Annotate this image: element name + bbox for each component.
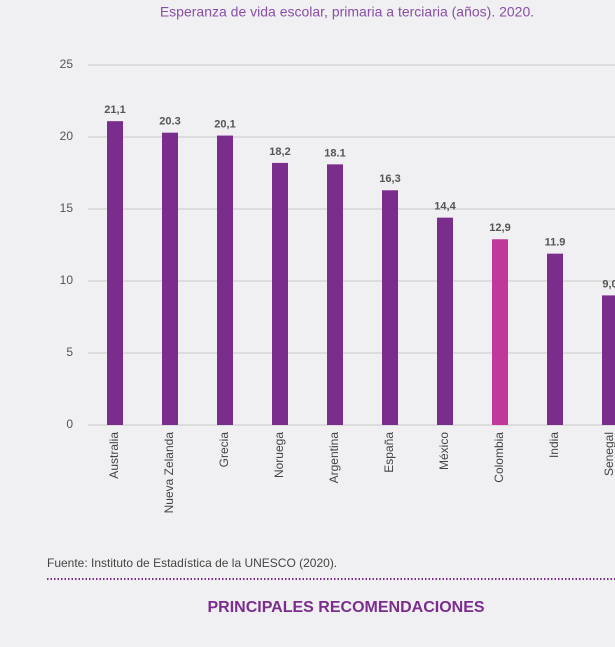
x-tick-label: España <box>382 432 396 473</box>
data-label: 20.3 <box>159 116 180 128</box>
y-tick-label: 20 <box>60 129 74 143</box>
chart-title: Esperanza de vida escolar, primaria a te… <box>160 4 534 20</box>
section-heading: PRINCIPALES RECOMENDACIONES <box>207 599 484 616</box>
bar <box>492 239 508 425</box>
data-label: 14,4 <box>434 201 456 213</box>
x-tick-label: Noruega <box>272 432 286 478</box>
data-label: 12,9 <box>489 222 510 234</box>
y-tick-label: 0 <box>66 417 73 431</box>
x-tick-label: Senegal <box>602 432 615 476</box>
bar <box>107 121 123 425</box>
bar <box>217 135 233 425</box>
data-label: 9,0 <box>602 278 615 290</box>
x-tick-label: Nueva Zelanda <box>162 432 176 514</box>
x-tick-label: Colombia <box>492 432 506 483</box>
data-label: 16,3 <box>379 173 400 185</box>
data-label: 18.1 <box>324 147 345 159</box>
bar <box>162 132 178 425</box>
bar <box>602 295 615 425</box>
y-tick-label: 10 <box>60 273 74 287</box>
bar <box>437 217 453 425</box>
bar <box>382 190 398 425</box>
data-label: 21,1 <box>104 104 125 116</box>
x-tick-label: India <box>547 432 561 458</box>
data-label: 20,1 <box>214 118 235 130</box>
y-tick-label: 5 <box>66 345 73 359</box>
data-label: 11.9 <box>545 237 566 249</box>
x-tick-label: Argentina <box>327 432 341 484</box>
bar <box>327 164 343 426</box>
x-tick-label: México <box>437 432 451 470</box>
x-tick-label: Grecia <box>217 432 231 468</box>
bar <box>547 253 563 425</box>
bar <box>272 162 288 426</box>
x-tick-label: Australia <box>107 432 121 479</box>
data-label: 18,2 <box>269 146 290 158</box>
source-note: Fuente: Instituto de Estadística de la U… <box>47 556 337 570</box>
y-tick-label: 25 <box>60 57 74 71</box>
y-tick-label: 15 <box>60 201 74 215</box>
